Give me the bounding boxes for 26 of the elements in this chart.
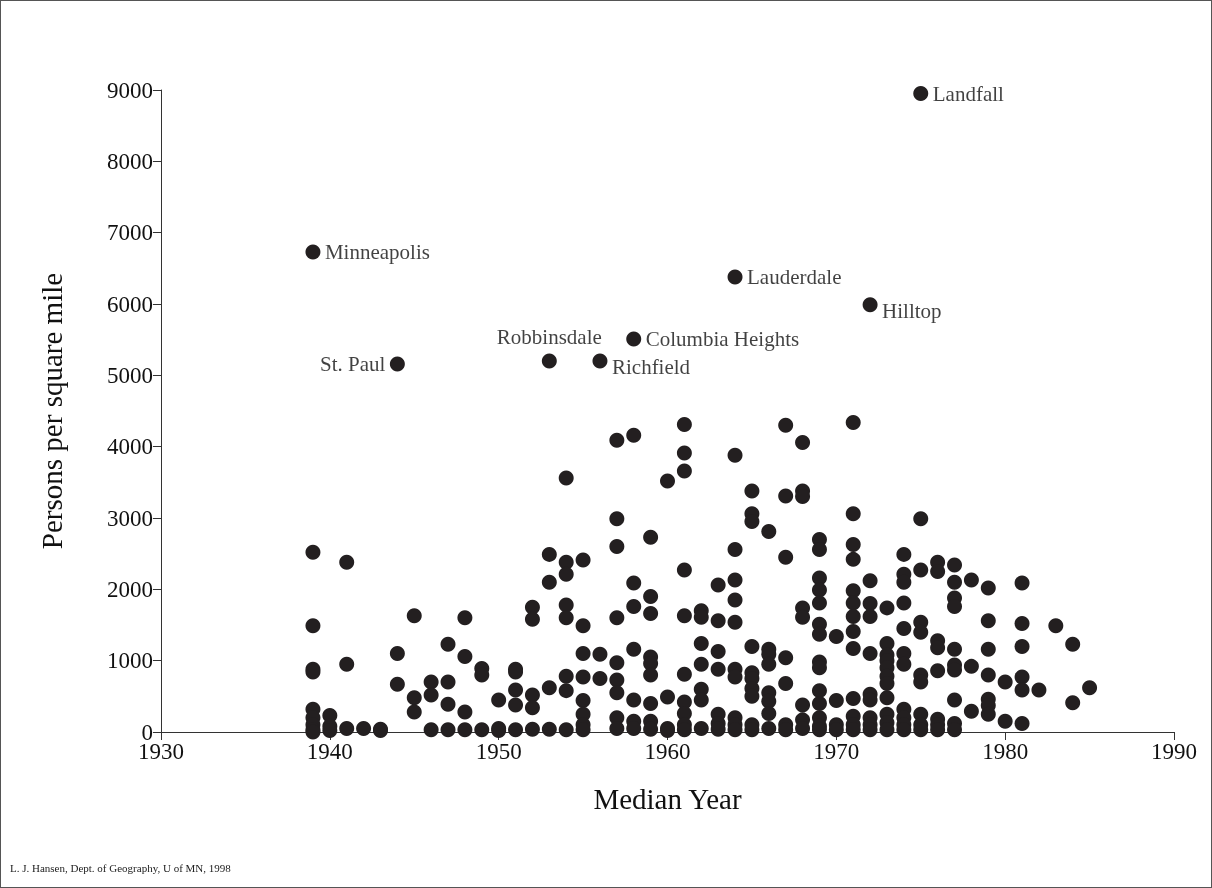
annotation: Robbinsdale [496, 324, 602, 349]
annotation: Landfall [932, 81, 1005, 106]
y-tick-label: 3000 [107, 505, 153, 531]
x-tick-label: 1970 [813, 739, 860, 764]
y-tick-label: 4000 [107, 434, 153, 460]
x-tick-label: 1950 [475, 739, 522, 764]
y-tick-label: 9000 [107, 77, 153, 103]
annotation: Minneapolis [324, 239, 430, 264]
annotation: Richfield [611, 355, 691, 380]
y-tick-label: 7000 [107, 220, 153, 246]
y-tick-label: 6000 [107, 291, 153, 317]
annotation: St. Paul [320, 351, 386, 376]
x-tick-label: 1980 [982, 739, 1029, 764]
y-tick-label: 2000 [107, 576, 153, 602]
y-axis-title: Persons per square mile [35, 272, 68, 550]
annotation: Hilltop [882, 298, 942, 323]
annotation: Lauderdale [747, 264, 842, 289]
y-tick-label: 8000 [107, 148, 153, 174]
x-tick-label: 1940 [306, 739, 353, 764]
annotation: Columbia Heights [645, 326, 800, 351]
text: L. J. Hansen, Dept. of Geography, U of MN, 1998 [10, 862, 231, 874]
x-tick-label: 1960 [644, 739, 691, 764]
y-tick-label: 5000 [107, 362, 153, 388]
y-tick-label: 1000 [107, 648, 153, 674]
x-tick-label: 1990 [1151, 739, 1197, 764]
x-axis-title: Median Year [593, 782, 742, 815]
